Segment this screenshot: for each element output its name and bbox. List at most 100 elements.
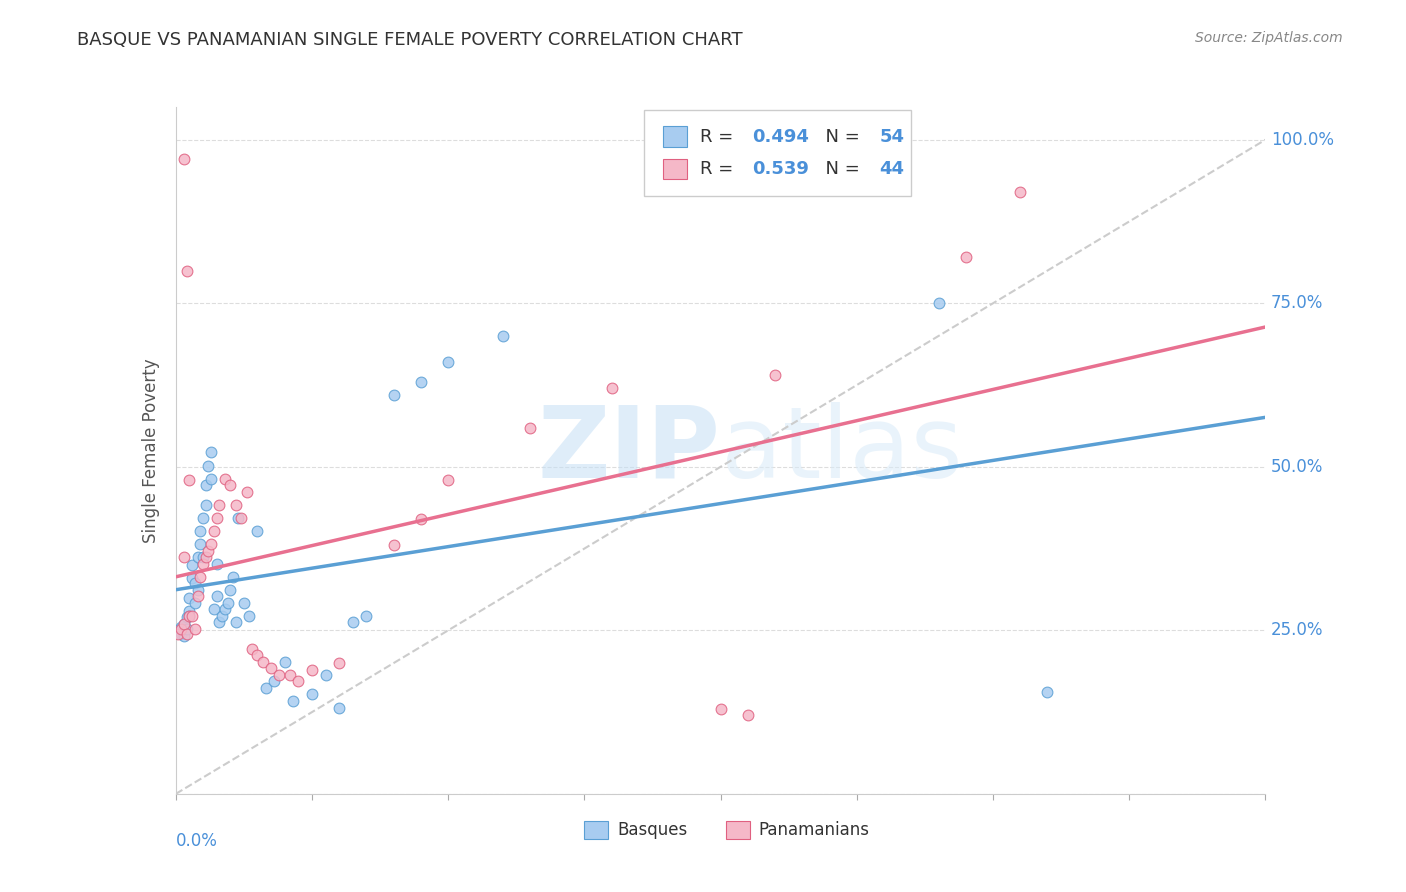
Point (184, 596, 207, 610)
Point (219, 478, 242, 492)
Point (231, 511, 253, 525)
Text: Source: ZipAtlas.com: Source: ZipAtlas.com (1195, 31, 1343, 45)
Text: N =: N = (814, 160, 866, 178)
Point (278, 668, 301, 682)
Text: 100.0%: 100.0% (1271, 131, 1334, 149)
Point (181, 571, 204, 585)
Point (184, 622, 207, 636)
Text: Basques: Basques (617, 822, 688, 839)
Point (181, 558, 204, 572)
Point (202, 602, 225, 616)
Text: BASQUE VS PANAMANIAN SINGLE FEMALE POVERTY CORRELATION CHART: BASQUE VS PANAMANIAN SINGLE FEMALE POVER… (77, 31, 742, 49)
Point (208, 498, 231, 512)
FancyBboxPatch shape (585, 822, 609, 838)
Point (219, 582, 242, 597)
Point (342, 615, 364, 630)
Point (208, 615, 231, 630)
Y-axis label: Single Female Poverty: Single Female Poverty (142, 359, 160, 542)
Point (287, 674, 309, 689)
Point (179, 604, 201, 618)
Point (176, 626, 198, 640)
Point (240, 641, 263, 656)
Point (274, 655, 297, 669)
Text: ZIP: ZIP (537, 402, 721, 499)
Point (217, 596, 239, 610)
Point (186, 550, 209, 565)
Point (173, 153, 195, 167)
Point (254, 681, 277, 695)
Point (170, 622, 193, 636)
Point (170, 620, 193, 634)
Text: 0.494: 0.494 (752, 128, 808, 145)
Point (246, 648, 269, 663)
Point (179, 609, 201, 624)
Point (600, 381, 623, 395)
Point (328, 656, 350, 670)
Point (179, 473, 201, 487)
Point (167, 626, 190, 640)
Point (928, 296, 950, 310)
Point (437, 473, 460, 487)
Text: 50.0%: 50.0% (1271, 458, 1323, 475)
Point (176, 622, 198, 636)
Point (200, 537, 222, 551)
Point (710, 702, 733, 716)
Point (205, 590, 228, 604)
Point (214, 602, 236, 616)
Point (263, 674, 285, 689)
Point (211, 609, 233, 624)
Point (409, 375, 432, 389)
Point (281, 694, 304, 708)
Point (170, 626, 193, 640)
Point (328, 700, 350, 714)
Point (188, 570, 211, 584)
Point (194, 550, 217, 565)
Point (356, 609, 378, 624)
Point (382, 538, 405, 552)
Point (176, 263, 198, 277)
Point (179, 609, 201, 624)
Point (492, 329, 515, 343)
Point (232, 596, 254, 610)
Point (955, 251, 977, 265)
Point (200, 445, 222, 459)
Point (188, 537, 211, 551)
Point (194, 498, 217, 512)
Text: 0.539: 0.539 (752, 160, 808, 178)
FancyBboxPatch shape (662, 159, 686, 179)
Point (186, 582, 209, 597)
Text: Panamanians: Panamanians (759, 822, 870, 839)
Point (186, 590, 209, 604)
Point (246, 524, 269, 538)
Point (191, 511, 214, 525)
Point (260, 661, 283, 675)
Text: R =: R = (700, 128, 740, 145)
Point (205, 557, 228, 571)
Point (763, 368, 786, 383)
Point (269, 668, 291, 682)
Text: 44: 44 (880, 160, 904, 178)
Text: 25.0%: 25.0% (1271, 622, 1323, 640)
Point (181, 609, 204, 624)
FancyBboxPatch shape (644, 111, 911, 196)
Point (1010, 185, 1032, 199)
Point (222, 570, 245, 584)
Point (191, 550, 214, 565)
Point (737, 708, 759, 723)
Point (409, 512, 432, 526)
Point (173, 629, 195, 643)
Point (191, 557, 214, 571)
Point (200, 472, 222, 486)
Point (315, 668, 337, 682)
Point (173, 616, 195, 631)
Point (301, 663, 323, 677)
FancyBboxPatch shape (725, 822, 749, 838)
Point (301, 688, 323, 702)
Point (228, 511, 250, 525)
Point (179, 591, 201, 605)
Point (382, 388, 405, 402)
Point (184, 576, 207, 591)
Text: atlas: atlas (721, 402, 962, 499)
Point (167, 624, 190, 638)
Point (519, 420, 541, 434)
